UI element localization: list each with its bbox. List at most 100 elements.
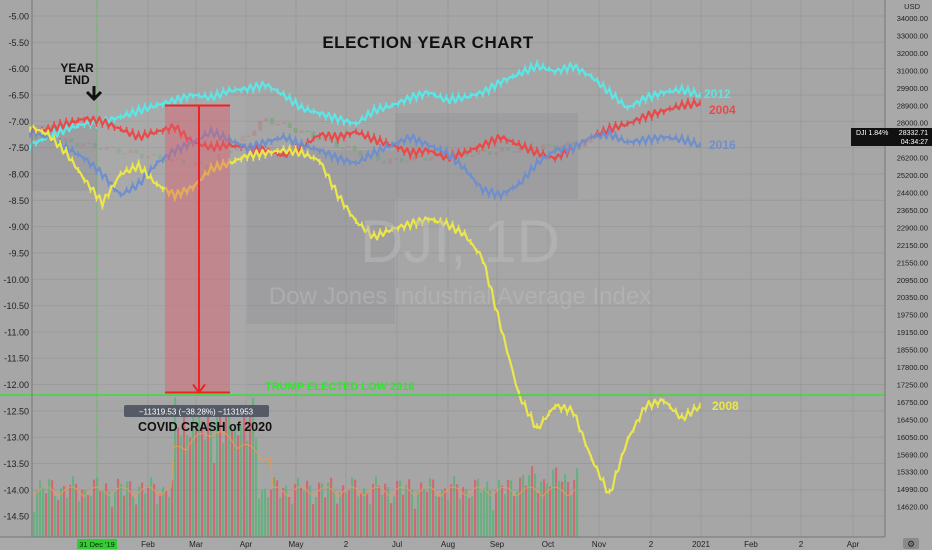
background-candle bbox=[181, 159, 186, 165]
volume-bar bbox=[111, 506, 114, 537]
background-candle bbox=[199, 161, 204, 165]
background-candle bbox=[175, 158, 180, 160]
background-candle bbox=[317, 137, 322, 141]
volume-bar bbox=[159, 494, 162, 537]
right-tick-label: 34000.00 bbox=[897, 14, 928, 23]
right-tick-label: 16750.00 bbox=[897, 398, 928, 407]
volume-bar bbox=[105, 483, 108, 537]
right-tick-label: 24400.00 bbox=[897, 189, 928, 198]
volume-bar bbox=[438, 496, 441, 537]
volume-bar bbox=[261, 489, 264, 537]
right-tick-label: 20350.00 bbox=[897, 293, 928, 302]
volume-bar bbox=[120, 483, 123, 537]
volume-bar bbox=[189, 437, 192, 537]
volume-bar bbox=[540, 481, 543, 537]
series-line-2008 bbox=[29, 124, 701, 494]
dji-tag-label: DJI 1.84% bbox=[856, 130, 888, 137]
volume-bar bbox=[528, 475, 531, 537]
volume-bar bbox=[507, 480, 510, 537]
right-tick-label: 16450.00 bbox=[897, 415, 928, 424]
background-candle bbox=[429, 156, 434, 161]
volume-bar bbox=[174, 397, 177, 537]
volume-bar bbox=[126, 481, 129, 537]
volume-bar bbox=[504, 493, 507, 537]
right-tick-label: 26200.00 bbox=[897, 154, 928, 163]
volume-bar bbox=[558, 480, 561, 537]
volume-bar bbox=[546, 483, 549, 537]
volume-bar bbox=[312, 504, 315, 537]
background-candle bbox=[340, 147, 345, 149]
background-candle bbox=[553, 145, 558, 150]
volume-bar bbox=[222, 442, 225, 537]
volume-bar bbox=[135, 504, 138, 537]
volume-bar bbox=[267, 497, 270, 537]
volume-bar bbox=[264, 488, 267, 537]
background-candle bbox=[547, 144, 552, 147]
right-tick-label: 17250.00 bbox=[897, 380, 928, 389]
background-candle bbox=[240, 135, 245, 142]
volume-bar bbox=[498, 479, 501, 537]
x-tick-label: 2 bbox=[649, 540, 654, 549]
background-candle bbox=[252, 130, 257, 136]
volume-bar bbox=[321, 483, 324, 537]
legend-label-2012: 2012 bbox=[704, 87, 731, 101]
legend-label-2016: 2016 bbox=[709, 138, 736, 152]
background-candle bbox=[211, 161, 215, 170]
left-tick-label: -12.50 bbox=[3, 406, 29, 416]
background-candle bbox=[417, 155, 422, 158]
volume-bar bbox=[243, 406, 246, 537]
x-tick-label: 2 bbox=[799, 540, 804, 549]
volume-bar bbox=[213, 463, 216, 537]
background-candle bbox=[541, 144, 546, 150]
volume-bar bbox=[78, 501, 81, 537]
volume-bar bbox=[525, 485, 528, 537]
volume-bar bbox=[168, 496, 171, 537]
background-candle bbox=[352, 145, 357, 151]
volume-bar bbox=[477, 478, 480, 537]
background-candle bbox=[588, 140, 593, 143]
volume-bar bbox=[369, 503, 372, 537]
volume-bar bbox=[186, 435, 189, 537]
background-candle bbox=[506, 147, 510, 151]
background-candle bbox=[423, 157, 428, 161]
right-tick-label: 14990.00 bbox=[897, 485, 928, 494]
volume-bar bbox=[330, 477, 333, 537]
volume-bar bbox=[249, 416, 252, 537]
background-candle bbox=[216, 154, 221, 162]
volume-bar bbox=[387, 486, 390, 537]
volume-bar bbox=[543, 479, 546, 537]
volume-bar bbox=[237, 435, 240, 537]
volume-bar bbox=[204, 439, 207, 537]
volume-bar bbox=[45, 493, 48, 537]
x-tick-label: 2021 bbox=[692, 540, 710, 549]
volume-bar bbox=[144, 493, 147, 537]
right-tick-label: 20950.00 bbox=[897, 276, 928, 285]
left-tick-label: -14.00 bbox=[3, 485, 29, 495]
right-tick-label: 15690.00 bbox=[897, 450, 928, 459]
background-candle bbox=[93, 142, 97, 149]
volume-bar bbox=[474, 479, 477, 537]
background-candle bbox=[281, 122, 286, 124]
background-candle bbox=[482, 150, 487, 152]
volume-bar bbox=[363, 488, 366, 537]
background-candle bbox=[222, 153, 227, 155]
volume-bar bbox=[93, 479, 96, 537]
volume-bar bbox=[519, 477, 522, 537]
x-tick-label: Apr bbox=[847, 540, 860, 549]
volume-bar bbox=[417, 491, 420, 537]
volume-bar bbox=[345, 492, 348, 537]
x-tick-label: Mar bbox=[189, 540, 203, 549]
volume-bar bbox=[360, 492, 363, 537]
left-tick-label: -11.50 bbox=[4, 354, 29, 364]
left-tick-label: -6.50 bbox=[8, 90, 29, 100]
volume-bar bbox=[384, 483, 387, 537]
volume-bar bbox=[234, 424, 237, 537]
volume-bar bbox=[240, 425, 243, 537]
volume-bar bbox=[48, 479, 51, 537]
volume-bar bbox=[315, 497, 318, 537]
x-axis: 31 Dec '19 Feb Mar Apr May 2 Jul Aug Sep Oct Nov 2 2… bbox=[0, 536, 932, 550]
volume-bar bbox=[459, 498, 462, 537]
left-tick-label: -5.00 bbox=[8, 12, 29, 22]
settings-button-bg[interactable] bbox=[903, 538, 919, 549]
